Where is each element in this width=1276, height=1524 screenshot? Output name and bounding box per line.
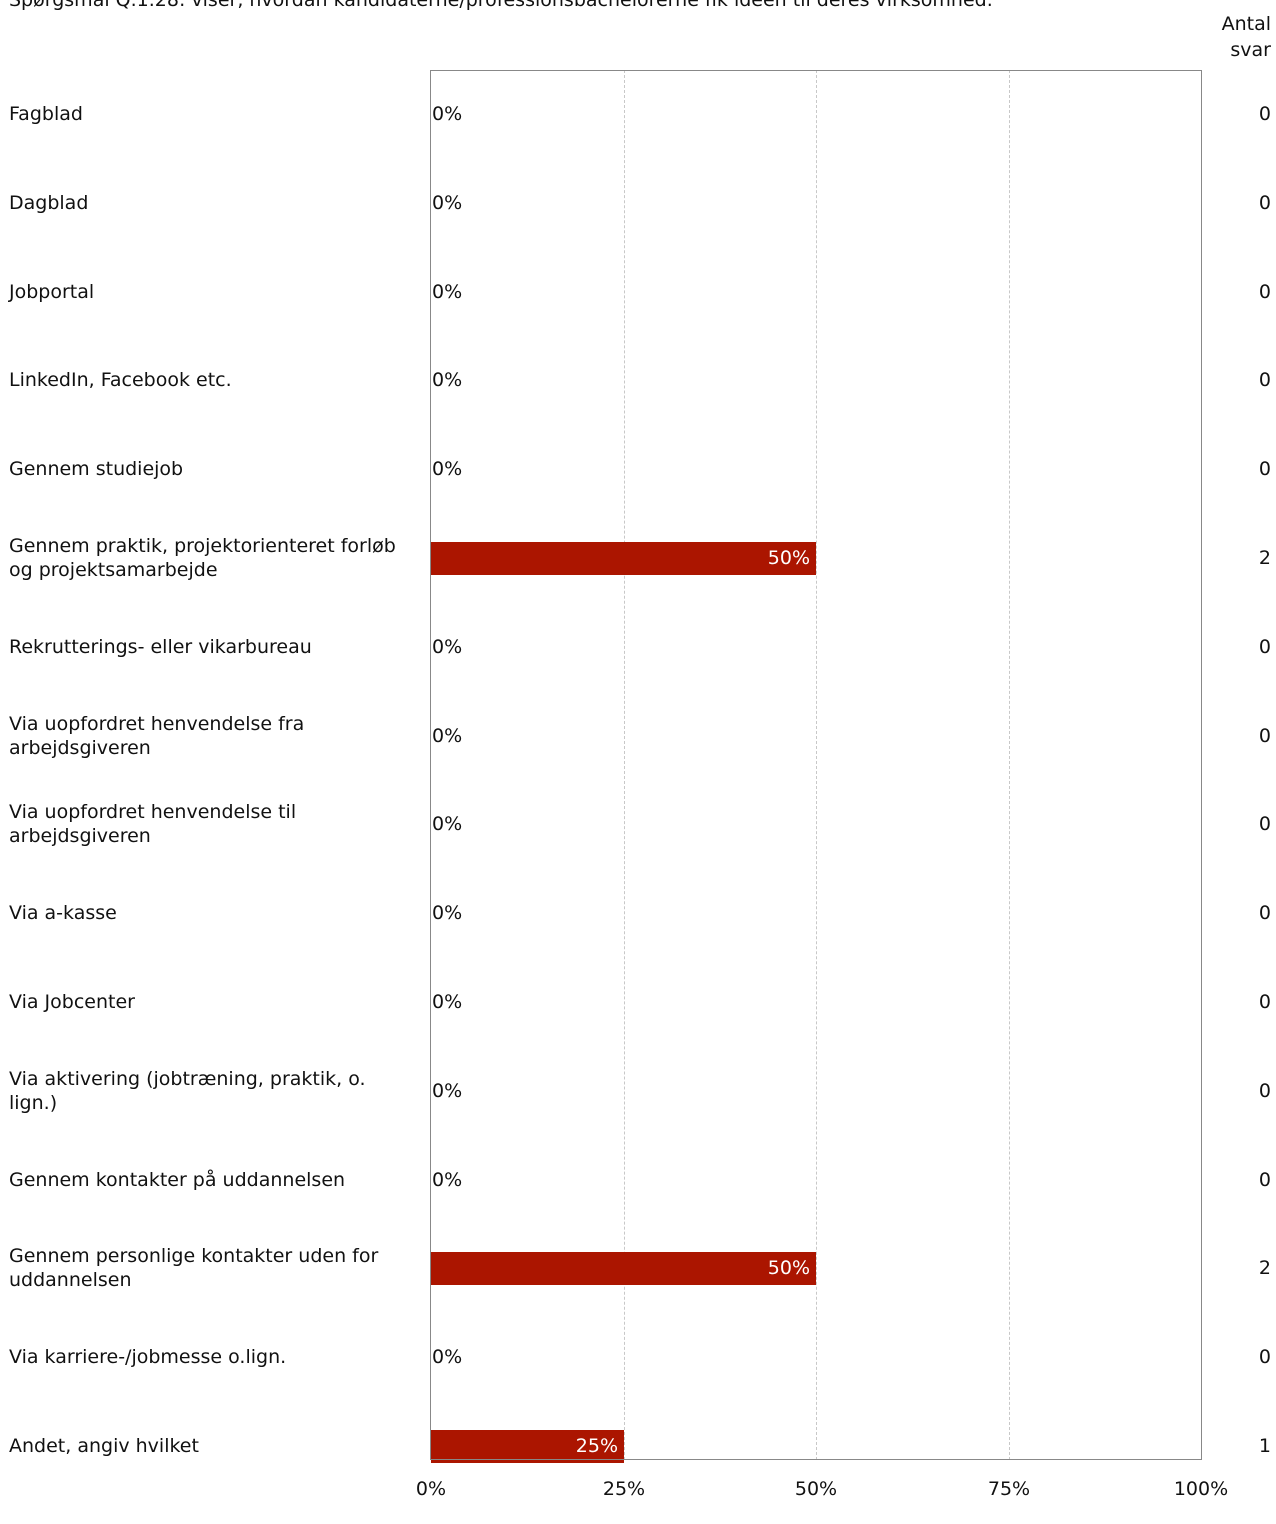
category-label: Gennem studiejob — [9, 458, 184, 481]
answer-count: 0 — [1258, 902, 1271, 924]
category-label: Gennem personlige kontakter uden for udd… — [9, 1245, 379, 1292]
answer-count: 0 — [1258, 369, 1271, 391]
category-label: Via karriere-/jobmesse o.lign. — [9, 1346, 287, 1369]
answer-count: 0 — [1258, 1080, 1271, 1102]
chart-caption: Spørgsmål Q.1.28: viser, hvordan kandida… — [9, 0, 993, 11]
category-label: Via aktivering (jobtræning, praktik, o. … — [9, 1067, 366, 1114]
bar-value-label: 0% — [432, 369, 463, 391]
bar — [431, 1252, 816, 1285]
answer-count: 0 — [1258, 281, 1271, 303]
answer-count: 0 — [1258, 458, 1271, 480]
bar-value-label: 0% — [432, 103, 463, 125]
answer-count: 0 — [1258, 636, 1271, 658]
x-tick-label: 0% — [415, 1478, 447, 1500]
bar-value-label: 25% — [575, 1435, 618, 1457]
category-label: Dagblad — [9, 191, 89, 214]
category-label: Jobportal — [9, 280, 95, 303]
count-header-line-2: svar — [1230, 39, 1271, 61]
category-label: Rekrutterings- eller vikarbureau — [9, 635, 312, 658]
bar-value-label: 0% — [432, 902, 463, 924]
x-tick-label: 100% — [1173, 1478, 1229, 1500]
category-label: Via uopfordret henvendelse til arbejdsgi… — [9, 801, 297, 848]
category-label: Gennem kontakter på uddannelsen — [9, 1168, 346, 1191]
answer-count: 0 — [1258, 192, 1271, 214]
category-label: Via Jobcenter — [9, 991, 135, 1013]
category-label: Andet, angiv hvilket — [9, 1435, 199, 1457]
gridline — [624, 70, 625, 1460]
answer-count: 0 — [1258, 1169, 1271, 1191]
bar-value-label: 0% — [432, 636, 463, 658]
bar-value-label: 0% — [432, 1346, 463, 1368]
bar-value-label: 0% — [432, 813, 463, 835]
answer-count: 0 — [1258, 991, 1271, 1013]
category-label: LinkedIn, Facebook etc. — [9, 369, 232, 392]
gridline — [1009, 70, 1010, 1460]
bar-value-label: 0% — [432, 725, 463, 747]
x-tick-label: 50% — [794, 1478, 838, 1500]
category-label: Gennem praktik, projektorienteret forløb… — [9, 535, 396, 581]
category-label: Fagblad — [9, 103, 83, 125]
answer-count: 0 — [1258, 725, 1271, 747]
answer-count: 1 — [1258, 1435, 1271, 1457]
answer-count: 2 — [1258, 1257, 1271, 1279]
answer-count: 0 — [1258, 813, 1271, 835]
count-column-header: Antal svar — [1191, 11, 1271, 63]
answer-count: 0 — [1258, 103, 1271, 125]
x-tick-label: 25% — [602, 1478, 646, 1500]
plot-area — [430, 70, 1202, 1460]
x-tick-label: 75% — [987, 1478, 1031, 1500]
bar-value-label: 0% — [432, 192, 463, 214]
bar — [431, 1430, 624, 1463]
answer-count: 0 — [1258, 1346, 1271, 1368]
bar-value-label: 0% — [432, 281, 463, 303]
bar-value-label: 50% — [767, 1257, 810, 1279]
answer-count: 2 — [1258, 547, 1271, 569]
bar-value-label: 50% — [767, 547, 810, 569]
count-header-line-1: Antal — [1221, 13, 1271, 35]
bar-value-label: 0% — [432, 458, 463, 480]
category-label: Via uopfordret henvendelse fra arbejdsgi… — [9, 712, 305, 759]
bar-value-label: 0% — [432, 991, 463, 1013]
gridline — [816, 70, 817, 1460]
category-label: Via a-kasse — [9, 902, 117, 925]
bar-value-label: 0% — [432, 1169, 463, 1191]
bar — [431, 542, 816, 575]
bar-value-label: 0% — [432, 1080, 463, 1102]
